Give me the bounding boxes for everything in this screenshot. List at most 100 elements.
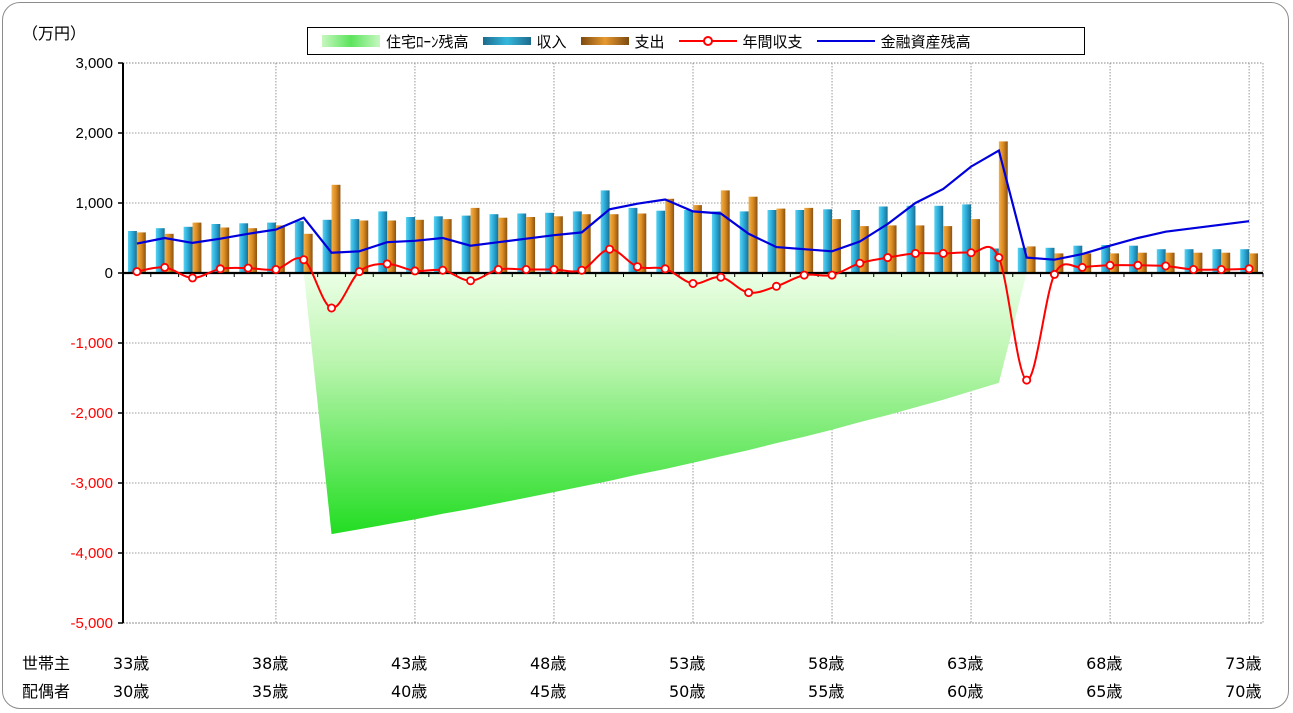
income-bar [1101,245,1111,273]
income-bar [795,210,805,273]
expense-bar [359,220,369,273]
expense-bar [414,219,424,273]
expense-bar [1165,252,1175,273]
expense-bar [387,220,397,273]
annual-balance-marker [632,262,642,272]
income-bar [406,217,415,273]
annual-balance-marker [1188,264,1198,274]
expense-bar [1221,252,1231,273]
expense-bar [1082,253,1092,273]
expense-bar [220,227,230,273]
y-axis-tick-label: 2,000 [75,125,113,142]
annual-balance-marker [327,303,337,313]
annual-balance-line [136,245,1250,382]
x-tick-label: 50歳 [669,682,706,701]
income-bar [239,223,249,273]
expense-bar [331,184,341,273]
x-tick-label: 63歳 [947,654,984,673]
annual-balance-marker [466,276,476,286]
legend: 住宅ﾛｰﾝ残高 収入 支出 年間収支 金融資産残高 [307,27,1085,55]
expense-bar [859,226,869,273]
expense-bar [1054,253,1064,273]
legend-label-income: 収入 [536,32,567,51]
annual-balance-marker [132,267,142,277]
income-bar [711,211,721,273]
income-bar [878,206,888,273]
annual-balance-marker [438,265,448,275]
income-bar [350,219,360,273]
expense-bar [609,214,619,273]
annual-balance-marker [1244,264,1254,274]
annual-balance-marker [549,264,559,274]
expense-bar [1249,253,1258,273]
annual-balance-marker [1216,264,1226,274]
income-bar [1073,245,1083,273]
income-bar [600,190,610,273]
annual-balance-marker [243,263,253,273]
income-bar [962,204,972,273]
x-row-header: 配偶者 [22,682,71,701]
legend-item-financial-assets: 金融資産残高 [816,31,971,52]
income-bar [294,221,304,273]
expense-bar [581,214,591,273]
annual-balance-marker [1077,262,1087,272]
annual-balance-marker [1105,260,1115,270]
y-axis-tick-label: -5,000 [70,615,113,632]
income-bar [767,210,777,273]
expense-bar [998,141,1008,273]
annual-balance-marker [716,272,726,282]
expense-bar [248,228,258,273]
x-tick-label: 58歳 [808,654,845,673]
expense-bar [164,233,174,273]
expense-bar [192,222,202,273]
income-bar [267,222,276,273]
y-axis-tick-label: -2,000 [70,405,113,422]
annual-balance-marker [1022,375,1032,385]
income-bar [517,213,527,273]
income-bar [989,248,999,273]
expense-bar [832,219,841,273]
y-axis-tick-label: 0 [105,265,113,282]
expense-bar [915,225,925,273]
annual-balance-marker [215,264,225,274]
legend-item-income: 収入 [482,31,567,52]
expense-bar [720,190,730,273]
income-bar [628,207,638,273]
unit-label: （万円） [22,24,87,43]
expense-bar [442,219,452,273]
income-bar [739,211,749,273]
legend-label-expense: 支出 [634,32,665,51]
income-bar [823,209,833,273]
x-tick-label: 30歳 [112,682,150,701]
legend-item-loan: 住宅ﾛｰﾝ残高 [322,31,469,52]
x-tick-label: 35歳 [251,682,289,701]
expense-bar [1193,252,1203,273]
x-tick-label: 65歳 [1086,682,1123,701]
expense-bar [498,217,508,273]
annual-balance-marker [688,278,698,288]
x-tick-label: 43歳 [390,654,428,673]
x-tick-label: 45歳 [529,682,567,701]
y-axis-tick-label: -3,000 [70,475,113,492]
x-tick-label: 55歳 [808,682,845,701]
x-row-header: 世帯主 [22,654,71,673]
income-bar [906,205,916,273]
income-bar [545,212,554,273]
annual-balance-marker [994,253,1004,263]
annual-balance-marker [910,248,920,258]
expense-bar [303,233,313,273]
annual-balance-marker [299,255,309,265]
expense-bar [470,207,480,273]
x-tick-label: 70歳 [1225,682,1262,701]
expense-bar [1026,246,1036,273]
annual-balance-marker [1161,261,1171,271]
x-tick-label: 38歳 [251,654,289,673]
income-bar [155,228,165,273]
income-bar [934,205,944,273]
annual-balance-marker [160,262,170,272]
y-axis-tick-label: 1,000 [75,195,113,212]
financial-assets-line [136,148,1250,261]
annual-balance-marker [271,264,281,274]
annual-balance-marker [660,264,670,274]
